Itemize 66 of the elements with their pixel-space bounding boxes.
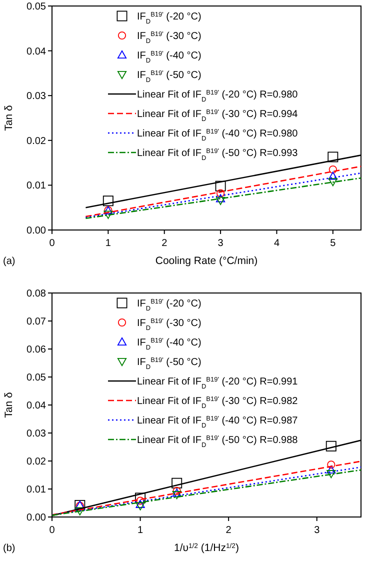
legend-label: IF$_{D}$$^{B19'}$ (-50 °C): [137, 70, 202, 84]
x-tick-label: 2: [226, 525, 232, 536]
legend-label: Linear Fit of IF$_{D}$$^{B19'}$ (-30 °C) R=0.994: [137, 108, 298, 122]
point: [328, 165, 337, 174]
y-axis-title: Tan δ: [3, 105, 15, 131]
legend-label: IF$_{D}$$^{B19'}$ (-20 °C): [137, 298, 202, 312]
legend-label: IF$_{D}$$^{B19'}$ (-40 °C): [137, 50, 202, 64]
y-tick-label: 0.00: [26, 226, 46, 236]
legend-label: IF$_{D}$$^{B19'}$ (-40 °C): [137, 337, 202, 351]
point: [136, 500, 145, 508]
legend-label: Linear Fit of IF$_{D}$$^{B19'}$ (-30 °C) R=0.982: [137, 396, 298, 410]
legend-label: Linear Fit of IF$_{D}$$^{B19'}$ (-50 °C) R=0.988: [137, 434, 298, 448]
y-tick-label: 0.03: [26, 91, 46, 102]
point: [104, 210, 113, 219]
point: [102, 196, 114, 206]
legend-label: Linear Fit of IF$_{D}$$^{B19'}$ (-20 °C) R=0.980: [137, 89, 298, 103]
legend-label: IF$_{D}$$^{B19'}$ (-50 °C): [137, 356, 202, 370]
y-tick-label: 0.03: [26, 428, 46, 440]
legend-label: Linear Fit of IF$_{D}$$^{B19'}$ (-50 °C) R=0.993: [137, 148, 298, 162]
x-tick-label: 1: [138, 525, 144, 536]
point: [327, 460, 336, 469]
legend-label: Linear Fit of IF$_{D}$$^{B19'}$ (-40 °C) R=0.980: [137, 128, 298, 142]
y-tick-label: 0.05: [26, 2, 46, 12]
point: [328, 172, 338, 180]
y-tick-label: 0.01: [26, 180, 46, 192]
y-tick-label: 0.06: [26, 344, 46, 356]
y-tick-label: 0.05: [26, 372, 46, 384]
x-tick-label: 2: [162, 238, 168, 249]
x-tick-label: 3: [218, 238, 224, 249]
point: [326, 470, 336, 478]
legend-label: Linear Fit of IF$_{D}$$^{B19'}$ (-20 °C) R=0.991: [137, 376, 298, 390]
point: [216, 189, 225, 198]
y-tick-label: 0.01: [26, 484, 46, 496]
point: [216, 194, 226, 202]
y-tick-label: 0.02: [26, 456, 46, 468]
x-tick-label: 0: [49, 238, 56, 249]
point: [172, 491, 182, 500]
x-tick-label: 4: [274, 238, 280, 249]
y-tick-label: 0.04: [26, 46, 46, 58]
y-tick-label: 0.02: [26, 136, 46, 147]
y-tick-label: 0.07: [26, 316, 46, 328]
text: (a): [3, 256, 16, 267]
x-axis-title: 1/υ$^{1/2}$ (1/Hz$^{1/2}$): [174, 542, 239, 554]
y-tick-label: 0.00: [26, 512, 46, 524]
point: [328, 178, 338, 186]
x-tick-label: 3: [314, 525, 320, 536]
point: [326, 440, 336, 452]
legend-label: IF$_{D}$$^{B19'}$ (-20 °C): [137, 11, 202, 25]
x-axis-title: Cooling Rate (°C/min): [155, 255, 258, 267]
point: [172, 478, 182, 488]
x-tick-label: 0: [49, 525, 56, 536]
y-axis-title: Tan δ: [3, 392, 15, 418]
text: (b): [3, 543, 16, 554]
legend-label: IF$_{D}$$^{B19'}$ (-30 °C): [137, 30, 202, 44]
point: [136, 502, 145, 510]
point: [136, 496, 144, 505]
point: [326, 465, 336, 474]
legend-label: Linear Fit of IF$_{D}$$^{B19'}$ (-40 °C) R=0.987: [137, 415, 298, 429]
point: [216, 196, 226, 205]
point: [215, 180, 226, 192]
y-tick-label: 0.08: [26, 288, 46, 300]
x-tick-label: 5: [330, 238, 336, 249]
legend-label: IF$_{D}$$^{B19'}$ (-30 °C): [137, 318, 202, 332]
x-tick-label: 1: [105, 238, 112, 249]
point: [328, 152, 338, 162]
y-tick-label: 0.04: [26, 400, 46, 412]
